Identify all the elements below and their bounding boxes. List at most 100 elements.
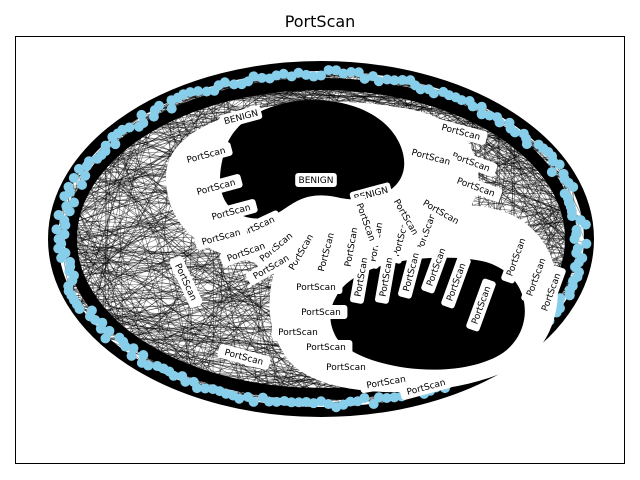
node-label: BENIGN	[295, 173, 337, 187]
edge	[129, 127, 198, 389]
graph-node	[177, 371, 188, 382]
node-label-box	[313, 225, 339, 279]
node-label-box	[204, 199, 258, 225]
graph-node	[293, 67, 304, 78]
node-label-box	[444, 147, 498, 177]
edge	[79, 129, 123, 310]
node-label-box	[404, 144, 458, 170]
node-label-box	[399, 374, 453, 400]
graph-node	[509, 127, 520, 138]
graph-node	[76, 179, 87, 190]
node-label: PortScan	[349, 250, 373, 304]
node-label: PortScan	[271, 325, 325, 339]
graph-node	[353, 67, 364, 78]
ring-edge-band	[48, 61, 594, 417]
graph-node	[80, 170, 91, 181]
node-label-box	[421, 240, 451, 294]
graph-node	[278, 68, 289, 79]
graph-node	[484, 110, 495, 121]
node-label: PortScan	[359, 370, 413, 394]
graph-node	[456, 95, 467, 106]
node-label-box	[536, 265, 566, 319]
graph-node	[138, 350, 149, 361]
node-label-box	[217, 344, 271, 370]
graph-node	[152, 361, 163, 372]
graph-node	[301, 69, 312, 80]
edge	[56, 81, 249, 230]
node-label: PortScan	[289, 280, 343, 294]
graph-node	[124, 122, 135, 133]
graph-node	[63, 181, 74, 192]
graph-node	[69, 197, 80, 208]
node-label-text: PortScan	[301, 308, 341, 318]
graph-node	[242, 391, 253, 402]
graph-node	[323, 65, 334, 76]
graph-node	[346, 67, 357, 78]
edge	[91, 126, 140, 311]
node-cluster-upper	[220, 100, 405, 219]
node-label-box	[245, 248, 297, 286]
edge	[69, 271, 337, 408]
node-label-box	[387, 191, 425, 243]
node-label-box	[219, 105, 263, 129]
edge	[94, 91, 199, 321]
graph-node	[53, 210, 64, 221]
graph-node	[567, 211, 578, 222]
node-label-box	[359, 370, 413, 394]
graph-node	[136, 109, 147, 120]
edge	[65, 224, 183, 377]
graph-node	[293, 397, 304, 408]
node-label: PortScan	[374, 250, 398, 304]
edge	[69, 192, 174, 376]
graph-node	[271, 396, 282, 407]
graph-node	[248, 71, 259, 82]
node-label-box	[351, 195, 381, 249]
graph-node	[564, 290, 575, 301]
graph-node	[83, 156, 94, 167]
node-label-text: PortScan	[306, 343, 346, 353]
graph-node	[301, 396, 312, 407]
node-label: PortScan	[294, 305, 348, 319]
node-label-text: PortScan	[296, 283, 336, 293]
graph-node	[104, 325, 115, 336]
node-label-text: PortScan	[326, 363, 366, 373]
graph-node	[86, 305, 97, 316]
graph-node	[207, 384, 218, 395]
graph-node	[568, 181, 579, 192]
node-label-box	[282, 226, 320, 278]
graph-node	[494, 117, 505, 128]
edge	[415, 85, 583, 259]
graph-node	[154, 100, 165, 111]
node-label: PortScan	[339, 220, 363, 274]
graph-node	[114, 332, 125, 343]
edge	[86, 165, 124, 342]
graph-node	[308, 71, 319, 82]
graph-node	[359, 73, 370, 84]
graph-node	[59, 229, 70, 240]
graph-node	[580, 219, 591, 230]
graph-node	[368, 399, 379, 410]
node-label-box	[501, 230, 531, 284]
plot-frame: BENIGN BENIGN BENIGN PortScan PortScan PortSc…	[15, 36, 625, 464]
node-label-box	[449, 172, 503, 202]
node-label-box	[294, 305, 348, 319]
graph-node	[51, 224, 62, 235]
graph-node	[136, 357, 147, 368]
graph-node	[382, 74, 393, 85]
graph-node	[188, 376, 199, 387]
edge	[69, 211, 206, 389]
node-label-box	[271, 325, 325, 339]
node-label-box	[398, 245, 424, 299]
graph-node	[100, 333, 111, 344]
graph-node	[373, 392, 384, 403]
graph-node	[352, 396, 363, 407]
graph-node	[73, 163, 84, 174]
graph-node	[389, 392, 400, 403]
graph-node	[381, 392, 392, 403]
edge	[91, 105, 160, 311]
graph-node	[331, 402, 342, 413]
graph-node	[554, 159, 565, 170]
graph-node	[126, 350, 137, 361]
node-label-box	[441, 255, 471, 309]
edge	[97, 158, 322, 402]
